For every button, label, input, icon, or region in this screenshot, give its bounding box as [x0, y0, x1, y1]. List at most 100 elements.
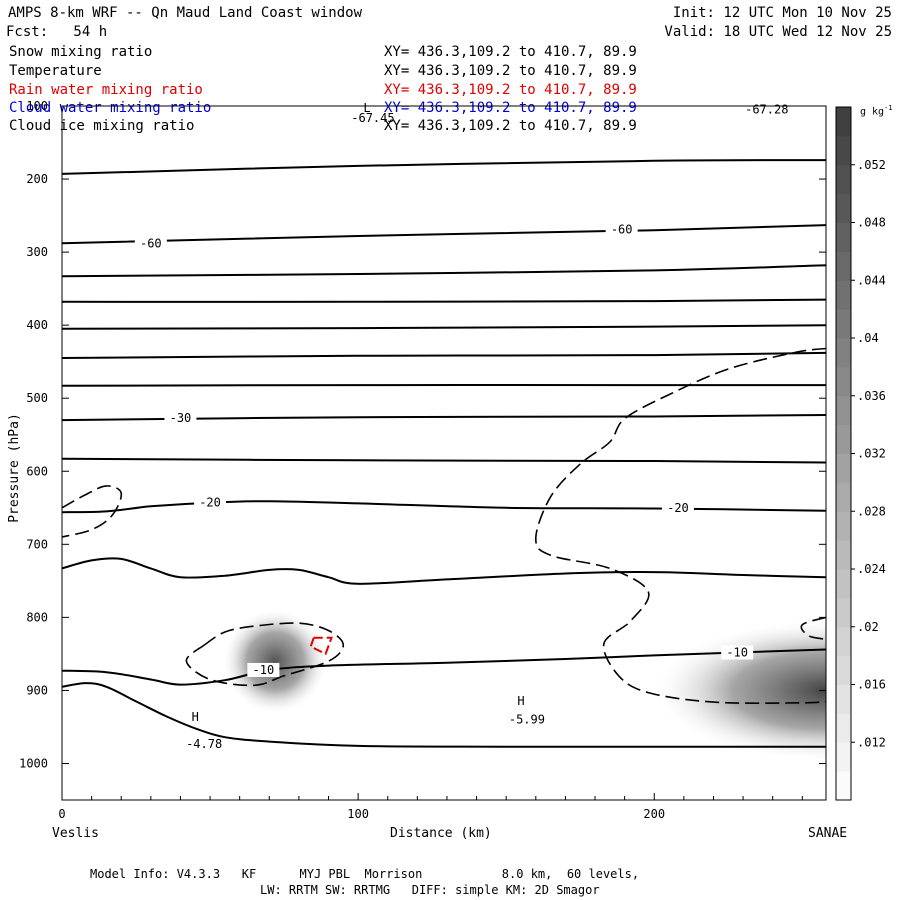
contour-label: -10: [726, 645, 748, 659]
colorbar-segment: [836, 338, 851, 368]
field-name-temperature: Temperature: [9, 63, 102, 79]
colorbar-tick-label: .036: [857, 389, 886, 403]
y-axis-title: Pressure (hPa): [7, 413, 22, 523]
colorbar-tick-label: .024: [857, 562, 886, 576]
colorbar-segment: [836, 251, 851, 281]
plot-frame: [61, 105, 827, 801]
x-start-label: Veslis: [52, 826, 99, 841]
contour-label: -60: [140, 236, 162, 250]
shade-cloud-water-left: [223, 609, 328, 714]
colorbar-segment: [836, 395, 851, 426]
y-tick-label: 400: [26, 318, 48, 332]
temperature-contour: [61, 457, 827, 464]
colorbar-segment: [836, 424, 851, 454]
contour-label-bg: [721, 645, 754, 660]
colorbar-segment: [836, 309, 851, 339]
contour-label: -30: [170, 411, 192, 425]
y-tick-label: 900: [26, 683, 48, 697]
contour-label-bg: [134, 236, 167, 251]
y-tick-label: 200: [26, 172, 48, 186]
temperature-contour: [61, 224, 827, 245]
contour-label: -20: [199, 496, 221, 510]
model-physics: LW: RRTM SW: RRTMG DIFF: simple KM: 2D S…: [260, 883, 600, 897]
temperature-contour: [61, 324, 827, 330]
contour-label-bg: [661, 500, 694, 515]
colorbar-segment: [836, 597, 851, 628]
valid-time: Valid: 18 UTC Wed 12 Nov 25: [664, 24, 892, 40]
colorbar-tick-label: .016: [857, 678, 886, 692]
x-axis-title: Distance (km): [390, 826, 492, 841]
model-info: Model Info: V4.3.3 KF MYJ PBL Morrison 8…: [90, 867, 640, 881]
temperature-contour: [61, 264, 827, 278]
shade-cloud-water-right: [656, 620, 826, 761]
colorbar-segment: [836, 366, 851, 397]
field-xy-rain: XY= 436.3,109.2 to 410.7, 89.9: [384, 82, 637, 98]
annotation-label: -67.28: [745, 102, 788, 116]
colorbar-tick-label: .048: [857, 216, 886, 230]
temperature-contour: [61, 298, 827, 303]
colorbar-tick-label: .04: [857, 331, 879, 345]
temperature-contour: [61, 384, 826, 387]
contour-label-bg: [164, 410, 197, 425]
colorbar-segment: [836, 771, 851, 801]
colorbar-segment: [836, 107, 851, 137]
temperature-contour: [61, 557, 827, 585]
y-tick-label: 600: [26, 464, 48, 478]
rain-contour: [309, 636, 333, 656]
colorbar-tick-label: .028: [857, 504, 886, 518]
contour-label-bg: [605, 222, 638, 237]
cloud-water-shading: [223, 609, 826, 761]
x-end-label: SANAE: [808, 826, 848, 841]
field-xy-cloud-water: XY= 436.3,109.2 to 410.7, 89.9: [384, 100, 637, 116]
colorbar-segment: [836, 164, 851, 195]
colorbar-segment: [836, 655, 851, 685]
colorbar-units: g kg-1: [860, 104, 893, 118]
field-name-cloud-ice: Cloud ice mixing ratio: [9, 118, 195, 134]
contour-label-bg: [194, 495, 227, 510]
field-name-rain: Rain water mixing ratio: [9, 82, 203, 98]
colorbar-segment: [836, 193, 851, 223]
y-tick-label: 100: [26, 99, 48, 113]
temperature-contours: [61, 159, 827, 748]
y-tick-label: 1000: [19, 756, 48, 770]
field-xy-snow: XY= 436.3,109.2 to 410.7, 89.9: [384, 44, 637, 60]
x-tick-label: 100: [347, 807, 369, 821]
dashed-contours: [61, 347, 827, 704]
temperature-contour: [61, 648, 827, 686]
colorbar-tick-label: .032: [857, 447, 886, 461]
annotation-label: H: [517, 694, 524, 708]
forecast-hour: Fcst: 54 h: [6, 24, 108, 40]
dashed-contour: [61, 485, 123, 538]
annotation-label: -4.78: [186, 737, 222, 751]
init-time: Init: 12 UTC Mon 10 Nov 25: [672, 5, 892, 21]
colorbar-segment: [836, 482, 851, 512]
colorbar-segment: [836, 626, 851, 657]
colorbar-tick-label: .044: [857, 273, 886, 287]
colorbar-segment: [836, 453, 851, 483]
contour-label: -20: [667, 501, 689, 515]
colorbar-segment: [836, 135, 851, 166]
field-name-snow: Snow mixing ratio: [9, 44, 153, 60]
contour-label-bg: [247, 662, 280, 677]
contour-label: -60: [611, 222, 633, 236]
colorbar-segment: [836, 684, 851, 714]
chart-title: AMPS 8-km WRF -- Qn Maud Land Coast wind…: [8, 5, 363, 21]
contour-labels: -60 -60 -30 -20 -20 -10 -10 H -4.78 H -5.99 -67.28 -…: [134, 101, 788, 751]
colorbar-segment: [836, 222, 851, 252]
colorbar-segment: [836, 511, 851, 541]
y-tick-label: 500: [26, 391, 48, 405]
colorbar-segment: [836, 742, 851, 772]
field-xy-cloud-ice: XY= 436.3,109.2 to 410.7, 89.9: [384, 118, 637, 134]
colorbar: .012 .016 .02 .024 .028 .032 .036 .04 .044 .048 .0…: [835, 106, 886, 801]
temperature-contour: [61, 500, 827, 514]
dashed-contour: [800, 616, 827, 641]
colorbar-segment: [836, 280, 851, 310]
y-tick-label: 800: [26, 610, 48, 624]
dashed-contour: [185, 622, 345, 687]
field-xy-temperature: XY= 436.3,109.2 to 410.7, 89.9: [384, 63, 637, 79]
dashed-contour: [534, 347, 827, 704]
annotation-label: -5.99: [509, 712, 545, 726]
contour-label: -10: [253, 663, 275, 677]
annotation-label: L: [363, 101, 370, 115]
colorbar-tick-label: .02: [857, 620, 879, 634]
